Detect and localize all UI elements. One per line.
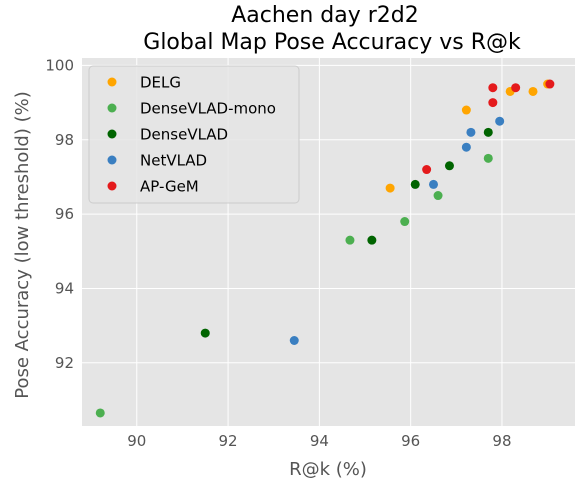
x-tick-label: 98 bbox=[492, 432, 511, 450]
data-point bbox=[444, 161, 454, 171]
y-tick-label: 94 bbox=[55, 279, 74, 297]
data-point bbox=[511, 83, 521, 93]
data-point bbox=[483, 153, 493, 163]
x-tick-label: 92 bbox=[219, 432, 238, 450]
data-point bbox=[95, 408, 105, 418]
legend-marker bbox=[107, 129, 117, 139]
y-tick-label: 96 bbox=[55, 205, 74, 223]
legend-label: AP-GeM bbox=[140, 178, 199, 196]
y-tick-label: 92 bbox=[55, 354, 74, 372]
legend-label: NetVLAD bbox=[140, 152, 207, 170]
legend-label: DELG bbox=[140, 74, 181, 92]
data-point bbox=[461, 142, 471, 152]
x-tick-label: 96 bbox=[401, 432, 420, 450]
data-point bbox=[410, 179, 420, 189]
legend-marker bbox=[107, 77, 117, 87]
legend-label: DenseVLAD-mono bbox=[140, 100, 276, 118]
data-point bbox=[422, 165, 432, 175]
data-points bbox=[95, 79, 555, 418]
legend-marker bbox=[107, 103, 117, 113]
legend-label: DenseVLAD bbox=[140, 126, 228, 144]
y-tick-label: 100 bbox=[45, 56, 74, 74]
data-point bbox=[400, 217, 410, 227]
data-point bbox=[528, 86, 538, 96]
data-point bbox=[367, 235, 377, 245]
data-point bbox=[466, 127, 476, 137]
y-axis-label: Pose Accuracy (low threshold) (%) bbox=[12, 91, 33, 398]
legend-box bbox=[88, 65, 300, 204]
tick-labels: 90 92 94 96 98 92 94 96 98 100 bbox=[45, 56, 511, 450]
data-point bbox=[488, 98, 498, 108]
data-point bbox=[483, 127, 493, 137]
data-point bbox=[385, 183, 395, 193]
legend-marker bbox=[107, 155, 117, 165]
chart-title-line-1: Aachen day r2d2 bbox=[231, 3, 419, 28]
data-point bbox=[545, 79, 555, 89]
legend-marker bbox=[107, 181, 117, 191]
x-tick-label: 94 bbox=[310, 432, 329, 450]
y-tick-label: 98 bbox=[55, 131, 74, 149]
data-point bbox=[495, 116, 505, 126]
data-point bbox=[200, 328, 210, 338]
x-tick-label: 90 bbox=[127, 432, 146, 450]
data-point bbox=[428, 179, 438, 189]
legend: DELG DenseVLAD-mono DenseVLAD NetVLAD AP-GeM bbox=[88, 65, 300, 204]
chart-title-line-2: Global Map Pose Accuracy vs R@k bbox=[143, 30, 521, 55]
data-point bbox=[461, 105, 471, 115]
data-point bbox=[433, 191, 443, 201]
data-point bbox=[345, 235, 355, 245]
data-point bbox=[488, 83, 498, 93]
x-axis-label: R@k (%) bbox=[289, 459, 367, 480]
data-point bbox=[289, 336, 299, 346]
